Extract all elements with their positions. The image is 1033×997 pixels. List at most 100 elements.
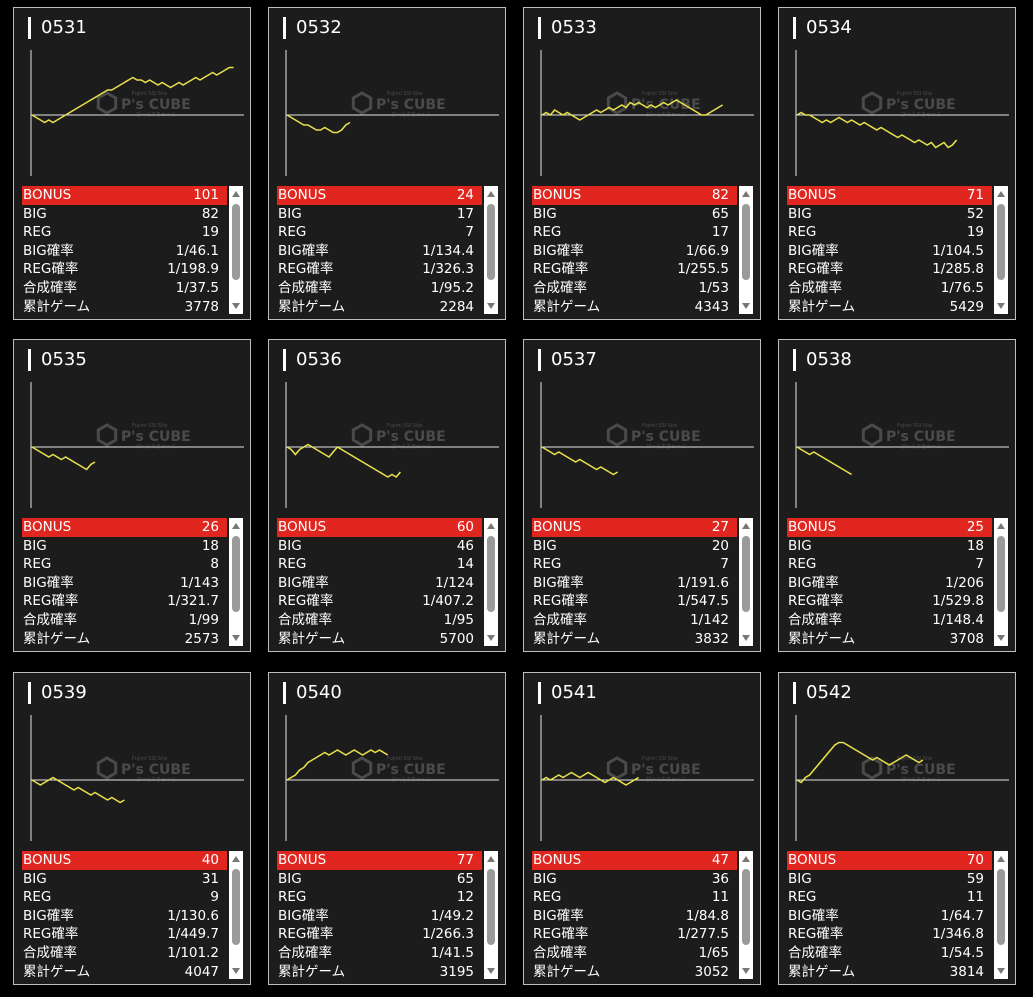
stat-value: 24 (456, 187, 474, 203)
stat-label: BIG (278, 870, 302, 887)
watermark-hex-icon (861, 91, 883, 115)
stat-row: BIG確率 1/66.9 (532, 242, 737, 261)
stat-row: REG 7 (277, 223, 482, 242)
stat-value: 1/130.6 (167, 907, 219, 924)
machine-card[interactable]: 0540 P's CUBE Fujimi SSI Site ぴーえすきゅーぶ BONUS… (268, 672, 506, 985)
stats-scrollbar[interactable] (994, 186, 1008, 314)
stat-value: 5700 (439, 630, 474, 647)
stat-label: BONUS (533, 852, 582, 868)
scroll-up-arrow-icon[interactable] (487, 191, 495, 197)
stats-scrollbar[interactable] (994, 851, 1008, 979)
machine-card[interactable]: 0534 P's CUBE Fujimi SSI Site ぴーえすきゅーぶ BONUS… (778, 7, 1016, 320)
stats-scrollbar[interactable] (739, 186, 753, 314)
machine-card[interactable]: 0541 P's CUBE Fujimi SSI Site ぴーえすきゅーぶ BONUS… (523, 672, 761, 985)
scroll-thumb[interactable] (487, 536, 495, 612)
watermark-tagline-top: Fujimi SSI Site (897, 756, 932, 762)
stats-scrollbar[interactable] (229, 518, 243, 646)
scroll-up-arrow-icon[interactable] (487, 856, 495, 862)
scroll-thumb[interactable] (742, 204, 750, 280)
stat-value: 1/76.5 (940, 279, 984, 296)
scroll-down-arrow-icon[interactable] (487, 635, 495, 641)
stat-value: 1/65 (698, 944, 729, 961)
stat-value: 1/41.5 (430, 944, 474, 961)
scroll-thumb[interactable] (232, 536, 240, 612)
machine-card[interactable]: 0533 P's CUBE Fujimi SSI Site ぴーえすきゅーぶ BONUS… (523, 7, 761, 320)
watermark-tagline-top: Fujimi SSI Site (897, 91, 932, 97)
stat-label: REG確率 (788, 926, 844, 943)
stats-table: BONUS 71 BIG 52 REG 19 BIG確率 1/104.5 REG確率 1/285.… (787, 186, 992, 315)
scroll-thumb[interactable] (232, 204, 240, 280)
stats-scrollbar[interactable] (484, 518, 498, 646)
scroll-down-arrow-icon[interactable] (232, 303, 240, 309)
machine-card[interactable]: 0538 P's CUBE Fujimi SSI Site ぴーえすきゅーぶ BONUS… (778, 339, 1016, 652)
scroll-up-arrow-icon[interactable] (232, 523, 240, 529)
stat-value: 7 (720, 556, 729, 573)
bonus-row: BONUS 26 (22, 518, 227, 537)
scroll-down-arrow-icon[interactable] (487, 968, 495, 974)
scroll-down-arrow-icon[interactable] (232, 968, 240, 974)
machine-card[interactable]: 0537 P's CUBE Fujimi SSI Site ぴーえすきゅーぶ BONUS… (523, 339, 761, 652)
stat-label: BIG (23, 205, 47, 222)
stats-scrollbar[interactable] (229, 186, 243, 314)
scroll-down-arrow-icon[interactable] (742, 303, 750, 309)
scroll-up-arrow-icon[interactable] (997, 856, 1005, 862)
scroll-thumb[interactable] (742, 869, 750, 945)
scroll-up-arrow-icon[interactable] (742, 523, 750, 529)
scroll-down-arrow-icon[interactable] (232, 635, 240, 641)
stat-row: 累計ゲーム 2573 (22, 630, 227, 649)
scroll-up-arrow-icon[interactable] (742, 856, 750, 862)
scroll-thumb[interactable] (997, 204, 1005, 280)
stat-label: BIG確率 (788, 242, 839, 259)
scroll-thumb[interactable] (997, 869, 1005, 945)
stats-scrollbar[interactable] (484, 186, 498, 314)
machine-card[interactable]: 0531 P's CUBE Fujimi SSI Site ぴーえすきゅーぶ BONUS… (13, 7, 251, 320)
scroll-up-arrow-icon[interactable] (232, 856, 240, 862)
machine-card[interactable]: 0539 P's CUBE Fujimi SSI Site ぴーえすきゅーぶ BONUS… (13, 672, 251, 985)
machine-number: 0540 (283, 682, 342, 704)
scroll-up-arrow-icon[interactable] (997, 523, 1005, 529)
stat-label: 合成確率 (278, 611, 332, 628)
stats-scrollbar[interactable] (484, 851, 498, 979)
stats-scrollbar[interactable] (739, 518, 753, 646)
scroll-thumb[interactable] (997, 536, 1005, 612)
machine-number: 0537 (538, 349, 597, 371)
machine-card[interactable]: 0536 P's CUBE Fujimi SSI Site ぴーえすきゅーぶ BONUS… (268, 339, 506, 652)
scroll-thumb[interactable] (487, 204, 495, 280)
stat-value: 1/101.2 (167, 944, 219, 961)
stats-scrollbar[interactable] (994, 518, 1008, 646)
stat-label: BONUS (533, 519, 582, 535)
stat-label: 合成確率 (533, 279, 587, 296)
scroll-down-arrow-icon[interactable] (997, 968, 1005, 974)
machine-card[interactable]: 0535 P's CUBE Fujimi SSI Site ぴーえすきゅーぶ BONUS… (13, 339, 251, 652)
scroll-down-arrow-icon[interactable] (742, 968, 750, 974)
scroll-down-arrow-icon[interactable] (487, 303, 495, 309)
stat-row: 合成確率 1/54.5 (787, 944, 992, 963)
machine-card[interactable]: 0542 P's CUBE Fujimi SSI Site ぴーえすきゅーぶ BONUS… (778, 672, 1016, 985)
machine-card[interactable]: 0532 P's CUBE Fujimi SSI Site ぴーえすきゅーぶ BONUS… (268, 7, 506, 320)
scroll-up-arrow-icon[interactable] (232, 191, 240, 197)
scroll-thumb[interactable] (742, 536, 750, 612)
scroll-down-arrow-icon[interactable] (997, 635, 1005, 641)
scroll-up-arrow-icon[interactable] (487, 523, 495, 529)
scroll-thumb[interactable] (232, 869, 240, 945)
scroll-down-arrow-icon[interactable] (997, 303, 1005, 309)
stat-value: 27 (711, 519, 729, 535)
scroll-up-arrow-icon[interactable] (997, 191, 1005, 197)
stat-row: 累計ゲーム 3778 (22, 298, 227, 317)
stat-label: 累計ゲーム (533, 630, 601, 647)
stats-scrollbar[interactable] (739, 851, 753, 979)
scroll-up-arrow-icon[interactable] (742, 191, 750, 197)
watermark-brand: P's CUBE (121, 97, 191, 113)
machine-number: 0535 (28, 349, 87, 371)
scroll-down-arrow-icon[interactable] (742, 635, 750, 641)
stats-scrollbar[interactable] (229, 851, 243, 979)
payout-graph: P's CUBE Fujimi SSI Site ぴーえすきゅーぶ (795, 50, 1011, 176)
scroll-thumb[interactable] (487, 869, 495, 945)
bonus-row: BONUS 82 (532, 186, 737, 205)
stat-label: REG (23, 224, 52, 241)
stat-value: 12 (456, 889, 474, 906)
